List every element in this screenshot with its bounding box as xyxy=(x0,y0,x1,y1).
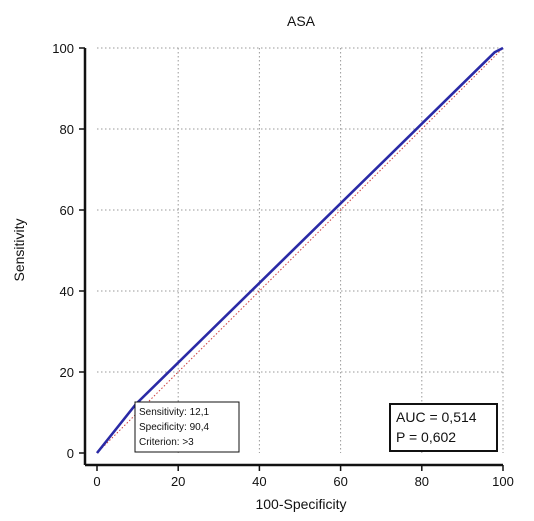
y-tick-label-20: 20 xyxy=(60,365,74,380)
x-axis-title: 100-Specificity xyxy=(255,496,346,512)
x-tick-label-60: 60 xyxy=(333,474,347,489)
stats-box-frame xyxy=(389,403,498,452)
y-tick-label-60: 60 xyxy=(60,203,74,218)
y-axis-title: Sensitivity xyxy=(11,218,27,281)
y-tick-labels: 0 20 40 60 80 100 xyxy=(52,41,74,461)
auc-value: AUC = 0,514 xyxy=(396,409,477,425)
y-tick-label-100: 100 xyxy=(52,41,74,56)
grid xyxy=(97,47,504,453)
x-tick-label-0: 0 xyxy=(93,474,100,489)
axes xyxy=(83,48,503,467)
y-tick-label-0: 0 xyxy=(67,446,74,461)
chart-title: ASA xyxy=(287,13,316,29)
ticks xyxy=(79,47,504,471)
reference-diagonal xyxy=(96,47,504,454)
criterion-box: Sensitivity: 12,1 Specificity: 90,4 Crit… xyxy=(134,401,240,453)
p-value: P = 0,602 xyxy=(396,429,456,445)
criterion-box-frame xyxy=(134,401,240,453)
x-tick-label-80: 80 xyxy=(415,474,429,489)
roc-curve-line xyxy=(95,46,504,454)
x-tick-label-40: 40 xyxy=(252,474,266,489)
roc-curve xyxy=(95,46,504,454)
reference-line xyxy=(96,47,504,454)
criterion-sensitivity: Sensitivity: 12,1 xyxy=(139,407,209,418)
x-tick-label-100: 100 xyxy=(492,474,514,489)
y-tick-label-80: 80 xyxy=(60,122,74,137)
x-tick-labels: 0 20 40 60 80 100 xyxy=(93,474,513,489)
x-tick-label-20: 20 xyxy=(171,474,185,489)
y-tick-label-40: 40 xyxy=(60,284,74,299)
criterion-specificity: Specificity: 90,4 xyxy=(139,422,209,433)
stats-box: AUC = 0,514 P = 0,602 xyxy=(389,403,498,452)
criterion-threshold: Criterion: >3 xyxy=(139,437,194,448)
